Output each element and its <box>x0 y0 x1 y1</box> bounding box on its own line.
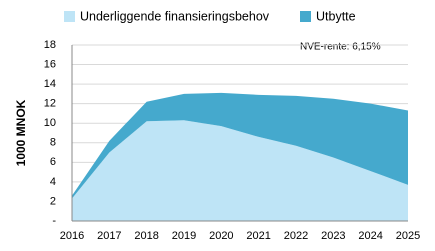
y-tick-label: 18 <box>44 39 56 51</box>
x-tick-label: 2018 <box>134 230 158 242</box>
x-tick-label: 2017 <box>97 230 121 242</box>
x-tick-label: 2022 <box>284 230 308 242</box>
x-tick-label: 2016 <box>60 230 84 242</box>
legend-label: Utbytte <box>316 9 356 23</box>
y-tick-label: 4 <box>50 176 56 188</box>
y-tick-label: 10 <box>44 117 56 129</box>
x-tick-label: 2025 <box>396 230 420 242</box>
area <box>72 92 408 199</box>
y-tick-label: 2 <box>50 195 56 207</box>
area <box>72 120 408 221</box>
x-tick-label: 2024 <box>358 230 382 242</box>
y-tick-label: - <box>52 215 56 227</box>
y-tick-label: 8 <box>50 137 56 149</box>
x-tick-label: 2019 <box>172 230 196 242</box>
legend-label: Underliggende finansieringsbehov <box>80 9 270 23</box>
y-tick-label: 12 <box>44 98 56 110</box>
legend-swatch <box>64 11 75 22</box>
x-tick-label: 2023 <box>321 230 345 242</box>
x-tick-label: 2020 <box>209 230 233 242</box>
x-tick-label: 2021 <box>246 230 270 242</box>
y-tick-label: 14 <box>44 78 56 90</box>
y-tick-label: 16 <box>44 58 56 70</box>
y-tick-label: 6 <box>50 156 56 168</box>
legend-swatch <box>300 11 311 22</box>
annotation: NVE-rente: 6,15% <box>300 42 381 53</box>
y-axis-label: 1000 MNOK <box>14 99 28 166</box>
